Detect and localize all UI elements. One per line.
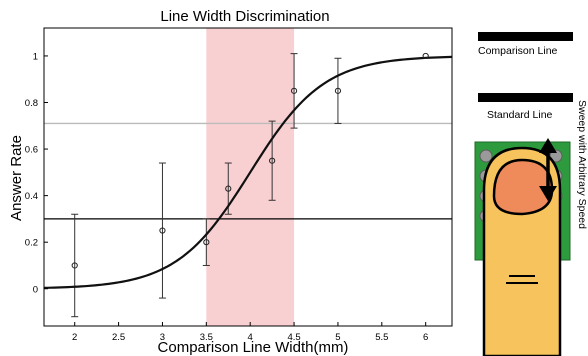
y-tick-label: 1 bbox=[33, 51, 38, 62]
y-tick-label: 0.4 bbox=[25, 191, 38, 202]
highlight-band bbox=[206, 28, 295, 326]
error-bars bbox=[71, 53, 342, 318]
reference-lines bbox=[44, 122, 452, 220]
x-tick-label: 3 bbox=[160, 332, 165, 343]
double-arrow-icon bbox=[539, 138, 557, 201]
error-bar bbox=[334, 57, 342, 124]
y-tick-label: 0.8 bbox=[25, 98, 38, 109]
error-bar bbox=[158, 162, 166, 299]
illustration: Comparison Line Standard Line Sweep with… bbox=[474, 32, 588, 356]
y-axis-ticks: 0 0.2 0.4 0.6 0.8 1 bbox=[25, 51, 48, 295]
standard-line-bar bbox=[478, 93, 573, 102]
fit-curve bbox=[43, 55, 453, 289]
chart: Line Width Discrimination 2 2.5 3 3.5 4 4.5 5 5… bbox=[8, 8, 453, 356]
error-bar bbox=[268, 120, 276, 201]
y-axis-label: Answer Rate bbox=[8, 135, 25, 221]
x-axis-ticks: 2 2.5 3 3.5 4 4.5 5 5.5 6 bbox=[72, 322, 428, 343]
x-tick-label: 3.5 bbox=[200, 332, 213, 343]
comparison-line-label: Comparison Line bbox=[478, 45, 558, 57]
y-tick-label: 0 bbox=[33, 284, 38, 295]
data-point bbox=[334, 87, 342, 94]
x-tick-label: 5.5 bbox=[375, 332, 388, 343]
data-point bbox=[422, 52, 429, 60]
x-tick-label: 4 bbox=[248, 332, 253, 343]
x-tick-label: 6 bbox=[423, 332, 428, 343]
x-tick-label: 2.5 bbox=[112, 332, 125, 343]
y-tick-label: 0.2 bbox=[25, 238, 38, 249]
data-point bbox=[203, 239, 210, 246]
data-point bbox=[290, 87, 298, 94]
error-bar bbox=[202, 218, 210, 266]
plot-frame bbox=[43, 27, 453, 327]
x-tick-label: 5 bbox=[335, 332, 340, 343]
comparison-line-bar bbox=[478, 32, 573, 41]
error-bar bbox=[71, 213, 79, 318]
data-points bbox=[71, 52, 429, 269]
standard-line-label: Standard Line bbox=[487, 109, 553, 121]
finger-icon bbox=[482, 146, 562, 356]
data-point bbox=[225, 185, 232, 192]
x-axis-label: Comparison Line Width(mm) bbox=[158, 339, 349, 356]
data-point bbox=[269, 157, 276, 164]
data-point bbox=[71, 262, 78, 269]
x-tick-label: 2 bbox=[72, 332, 77, 343]
data-point bbox=[159, 227, 166, 234]
y-tick-label: 0.6 bbox=[25, 145, 38, 156]
chart-title: Line Width Discrimination bbox=[160, 8, 329, 25]
x-tick-label: 4.5 bbox=[287, 332, 300, 343]
sweep-label: Sweep with Arbitrary Speed bbox=[576, 100, 588, 229]
error-bar bbox=[290, 53, 298, 129]
